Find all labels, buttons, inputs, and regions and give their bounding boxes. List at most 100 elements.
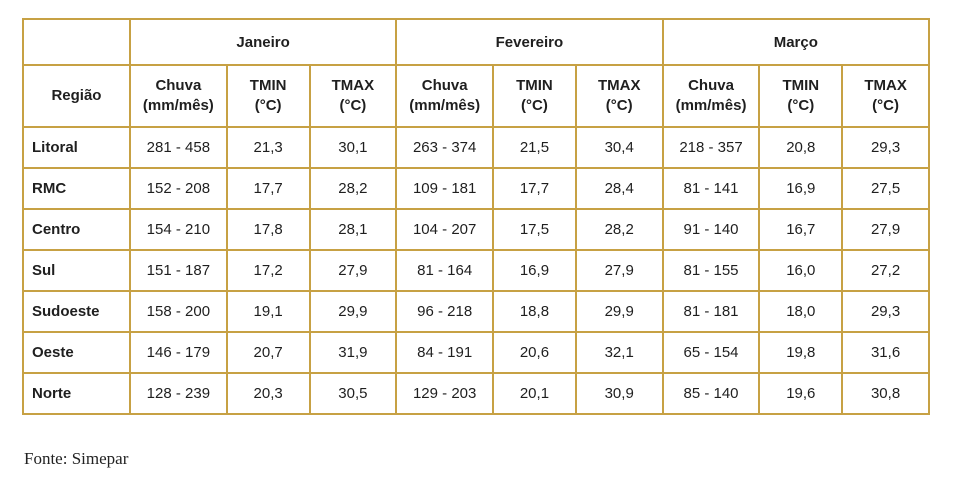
header-line: TMAX: [597, 76, 641, 94]
value-cell: 154 - 210: [128, 208, 228, 251]
corner-cell: [22, 18, 131, 66]
value-cell: 146 - 179: [128, 331, 228, 374]
value-cell: 28,2: [308, 167, 398, 210]
header-line: Chuva: [155, 76, 202, 94]
value-cell: 218 - 357: [661, 126, 761, 169]
value-cell: 32,1: [574, 331, 664, 374]
column-header-row: Região Chuva (mm/mês) TMIN (°C) TMAX (°C) C…: [22, 64, 930, 128]
table-header: Janeiro Fevereiro Março Região Chuva (mm/…: [22, 18, 931, 128]
value-cell: 18,0: [758, 290, 844, 333]
month-header-fevereiro: Fevereiro: [395, 18, 664, 66]
value-cell: 104 - 207: [395, 208, 495, 251]
header-line: (°C): [787, 97, 815, 114]
table-row: Sul 151 - 187 17,2 27,9 81 - 164 16,9 27,9 81 -…: [22, 249, 930, 292]
value-cell: 81 - 141: [661, 167, 761, 210]
region-column-header: Região: [22, 64, 131, 128]
value-cell: 16,7: [758, 208, 844, 251]
table-row: Norte 128 - 239 20,3 30,5 129 - 203 20,1 30,9 8…: [22, 372, 930, 415]
region-cell: Sudoeste: [22, 290, 131, 333]
value-cell: 263 - 374: [395, 126, 495, 169]
header-line: (°C): [254, 97, 282, 114]
value-cell: 30,5: [308, 372, 398, 415]
region-cell: Oeste: [22, 331, 131, 374]
region-cell: Centro: [22, 208, 131, 251]
value-cell: 27,9: [574, 249, 664, 292]
value-cell: 20,8: [758, 126, 844, 169]
value-cell: 85 - 140: [661, 372, 761, 415]
value-cell: 20,1: [492, 372, 577, 415]
value-cell: 27,5: [841, 167, 930, 210]
col-header-tmax-fev: TMAX (°C): [574, 64, 664, 128]
value-cell: 31,9: [308, 331, 398, 374]
value-cell: 281 - 458: [128, 126, 228, 169]
value-cell: 20,3: [225, 372, 311, 415]
value-cell: 27,2: [841, 249, 930, 292]
header-line: TMIN: [782, 76, 820, 94]
region-cell: RMC: [22, 167, 131, 210]
value-cell: 91 - 140: [661, 208, 761, 251]
value-cell: 17,8: [225, 208, 311, 251]
month-header-row: Janeiro Fevereiro Março: [22, 18, 931, 66]
value-cell: 17,7: [225, 167, 311, 210]
value-cell: 29,3: [841, 290, 930, 333]
value-cell: 151 - 187: [128, 249, 228, 292]
value-cell: 16,9: [758, 167, 844, 210]
value-cell: 129 - 203: [395, 372, 495, 415]
value-cell: 96 - 218: [395, 290, 495, 333]
month-header-janeiro: Janeiro: [128, 18, 398, 66]
source-note: Fonte: Simepar: [24, 449, 129, 468]
region-cell: Sul: [22, 249, 131, 292]
value-cell: 30,8: [841, 372, 930, 415]
value-cell: 29,9: [308, 290, 398, 333]
value-cell: 16,0: [758, 249, 844, 292]
col-header-tmin-mar: TMIN (°C): [758, 64, 844, 128]
header-line: (mm/mês): [675, 97, 747, 114]
region-cell: Norte: [22, 372, 131, 415]
value-cell: 152 - 208: [128, 167, 228, 210]
value-cell: 16,9: [492, 249, 577, 292]
value-cell: 31,6: [841, 331, 930, 374]
value-cell: 158 - 200: [128, 290, 228, 333]
header-line: (°C): [872, 97, 899, 114]
header-line: Chuva: [421, 76, 468, 94]
month-header-marco: Março: [661, 18, 931, 66]
header-line: (mm/mês): [409, 97, 481, 114]
value-cell: 28,1: [308, 208, 398, 251]
value-cell: 20,6: [492, 331, 577, 374]
value-cell: 20,7: [225, 331, 311, 374]
value-cell: 18,8: [492, 290, 577, 333]
value-cell: 19,1: [225, 290, 311, 333]
header-line: (°C): [521, 97, 548, 114]
col-header-chuva-jan: Chuva (mm/mês): [128, 64, 228, 128]
value-cell: 29,9: [574, 290, 664, 333]
value-cell: 81 - 181: [661, 290, 761, 333]
value-cell: 30,9: [574, 372, 664, 415]
header-line: (°C): [339, 97, 367, 114]
header-line: Chuva: [688, 76, 734, 94]
value-cell: 28,2: [574, 208, 664, 251]
value-cell: 17,5: [492, 208, 577, 251]
col-header-tmin-fev: TMIN (°C): [492, 64, 577, 128]
header-line: TMAX: [331, 76, 375, 94]
value-cell: 19,8: [758, 331, 844, 374]
header-line: TMIN: [516, 76, 553, 94]
col-header-chuva-mar: Chuva (mm/mês): [661, 64, 761, 128]
value-cell: 30,1: [308, 126, 398, 169]
value-cell: 21,5: [492, 126, 577, 169]
climate-table: Janeiro Fevereiro Março Região Chuva (mm/…: [22, 18, 931, 415]
value-cell: 65 - 154: [661, 331, 761, 374]
table-row: Sudoeste 158 - 200 19,1 29,9 96 - 218 18,8 29,…: [22, 290, 930, 333]
col-header-tmax-jan: TMAX (°C): [308, 64, 398, 128]
table-row: Oeste 146 - 179 20,7 31,9 84 - 191 20,6 32,1 65…: [22, 331, 930, 374]
value-cell: 81 - 155: [661, 249, 761, 292]
table-row: Centro 154 - 210 17,8 28,1 104 - 207 17,5 28,2…: [22, 208, 930, 251]
value-cell: 30,4: [574, 126, 664, 169]
value-cell: 128 - 239: [128, 372, 228, 415]
header-line: TMIN: [249, 76, 287, 94]
header-line: (°C): [605, 97, 633, 114]
value-cell: 21,3: [225, 126, 311, 169]
value-cell: 27,9: [841, 208, 930, 251]
value-cell: 28,4: [574, 167, 664, 210]
value-cell: 81 - 164: [395, 249, 495, 292]
value-cell: 19,6: [758, 372, 844, 415]
